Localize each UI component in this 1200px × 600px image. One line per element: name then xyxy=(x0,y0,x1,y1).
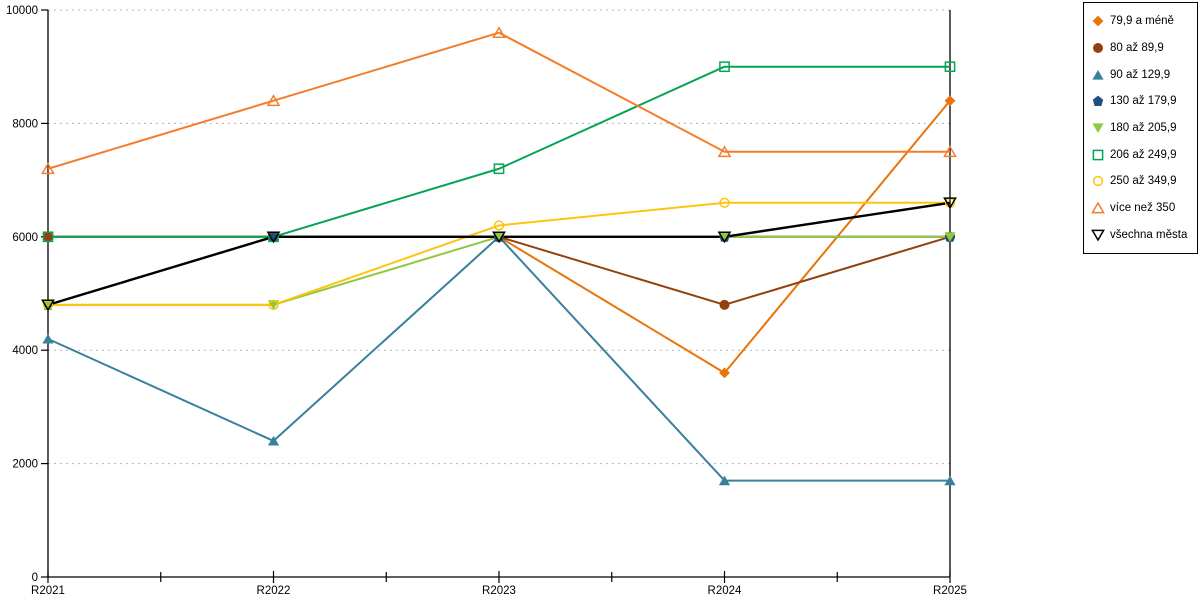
data-point-4-R2021 xyxy=(42,300,54,310)
x-tick-label-R2025: R2025 xyxy=(933,585,967,597)
legend-item-5: 206 až 249,9 xyxy=(1091,148,1197,162)
diamond-marker-icon xyxy=(1092,15,1104,27)
circle-marker-icon xyxy=(1093,42,1103,53)
data-point-1-R2021 xyxy=(43,231,53,242)
data-point-6-R2022 xyxy=(268,299,279,310)
triangle-up-marker-icon xyxy=(1092,69,1104,80)
series-line-7 xyxy=(47,31,950,170)
y-tick-label-6000: 6000 xyxy=(12,232,38,244)
circle-marker-icon xyxy=(1092,176,1104,187)
data-point-2-R2025 xyxy=(944,475,956,486)
legend-item-4: 180 až 205,9 xyxy=(1091,121,1197,135)
x-tick-label-R2022: R2022 xyxy=(257,585,291,597)
data-point-6-R2023 xyxy=(493,220,505,231)
legend-item-3: 130 až 179,9 xyxy=(1091,94,1197,108)
data-point-7-R2024 xyxy=(717,145,732,158)
legend-item-7: více než 350 xyxy=(1091,201,1197,215)
x-tick-label-R2021: R2021 xyxy=(31,585,65,597)
data-point-1-R2024 xyxy=(719,299,730,310)
legend-label: 250 až 349,9 xyxy=(1110,175,1177,188)
data-point-7-R2022 xyxy=(266,94,281,107)
series-line-1 xyxy=(48,235,951,306)
data-point-2-R2024 xyxy=(718,475,731,486)
y-tick-label-8000: 8000 xyxy=(12,118,38,130)
x-tick-label-R2024: R2024 xyxy=(708,585,742,597)
legend-label: 180 až 205,9 xyxy=(1110,121,1177,134)
data-point-8-R2021 xyxy=(41,299,55,312)
data-point-0-R2024 xyxy=(719,367,730,379)
legend-label: 90 až 129,9 xyxy=(1110,68,1171,81)
legend-label: všechna města xyxy=(1110,228,1188,241)
data-point-4-R2023 xyxy=(493,232,505,242)
legend-item-2: 90 až 129,9 xyxy=(1091,68,1197,82)
data-point-3-R2022 xyxy=(268,231,279,242)
legend-item-6: 250 až 349,9 xyxy=(1091,174,1197,188)
x-tick-label-R2023: R2023 xyxy=(482,585,516,597)
chart-legend: 79,9 a méně 80 až 89,9 90 až 129,9 130 až 1… xyxy=(1083,2,1198,254)
data-point-7-R2023 xyxy=(492,26,506,39)
triangle-up-marker-icon xyxy=(1091,201,1105,214)
series-line-6 xyxy=(48,201,950,306)
legend-item-1: 80 až 89,9 xyxy=(1091,41,1197,55)
data-point-8-R2024 xyxy=(717,231,732,244)
data-point-5-R2024 xyxy=(719,61,730,73)
legend-item-0: 79,9 a méně xyxy=(1091,14,1197,28)
data-point-6-R2024 xyxy=(719,197,730,208)
data-point-8-R2023 xyxy=(492,231,506,244)
square-marker-icon xyxy=(1092,149,1104,160)
series-line-8 xyxy=(47,201,951,306)
data-point-4-R2022 xyxy=(267,300,280,310)
y-tick-label-2000: 2000 xyxy=(12,459,38,471)
data-point-4-R2024 xyxy=(718,232,731,242)
triangle-down-marker-icon xyxy=(1091,229,1105,242)
data-point-8-R2022 xyxy=(266,231,281,244)
data-point-0-R2025 xyxy=(944,95,956,107)
data-point-2-R2021 xyxy=(42,333,54,344)
y-tick-label-10000: 10000 xyxy=(6,5,38,17)
pentagon-marker-icon xyxy=(1092,95,1104,107)
series-line-5 xyxy=(48,65,950,238)
data-point-2-R2022 xyxy=(267,435,280,446)
legend-item-8: všechna města xyxy=(1091,228,1197,242)
triangle-down-marker-icon xyxy=(1092,123,1104,133)
data-point-5-R2025 xyxy=(944,61,956,73)
data-point-4-R2025 xyxy=(944,232,956,242)
y-tick-label-0: 0 xyxy=(32,572,38,584)
legend-label: 130 až 179,9 xyxy=(1110,95,1177,108)
y-tick-label-4000: 4000 xyxy=(12,345,38,357)
series-line-3 xyxy=(47,235,950,306)
data-point-7-R2021 xyxy=(41,162,55,175)
series-line-2 xyxy=(47,235,950,482)
data-point-7-R2025 xyxy=(943,145,957,158)
legend-label: 79,9 a méně xyxy=(1110,15,1174,28)
series-line-4 xyxy=(48,235,950,306)
data-point-5-R2023 xyxy=(493,163,505,175)
data-point-5-R2021 xyxy=(42,231,54,243)
legend-label: více než 350 xyxy=(1110,201,1176,214)
legend-label: 206 až 249,9 xyxy=(1110,148,1177,161)
data-point-8-R2025 xyxy=(943,197,957,210)
legend-label: 80 až 89,9 xyxy=(1110,41,1164,54)
